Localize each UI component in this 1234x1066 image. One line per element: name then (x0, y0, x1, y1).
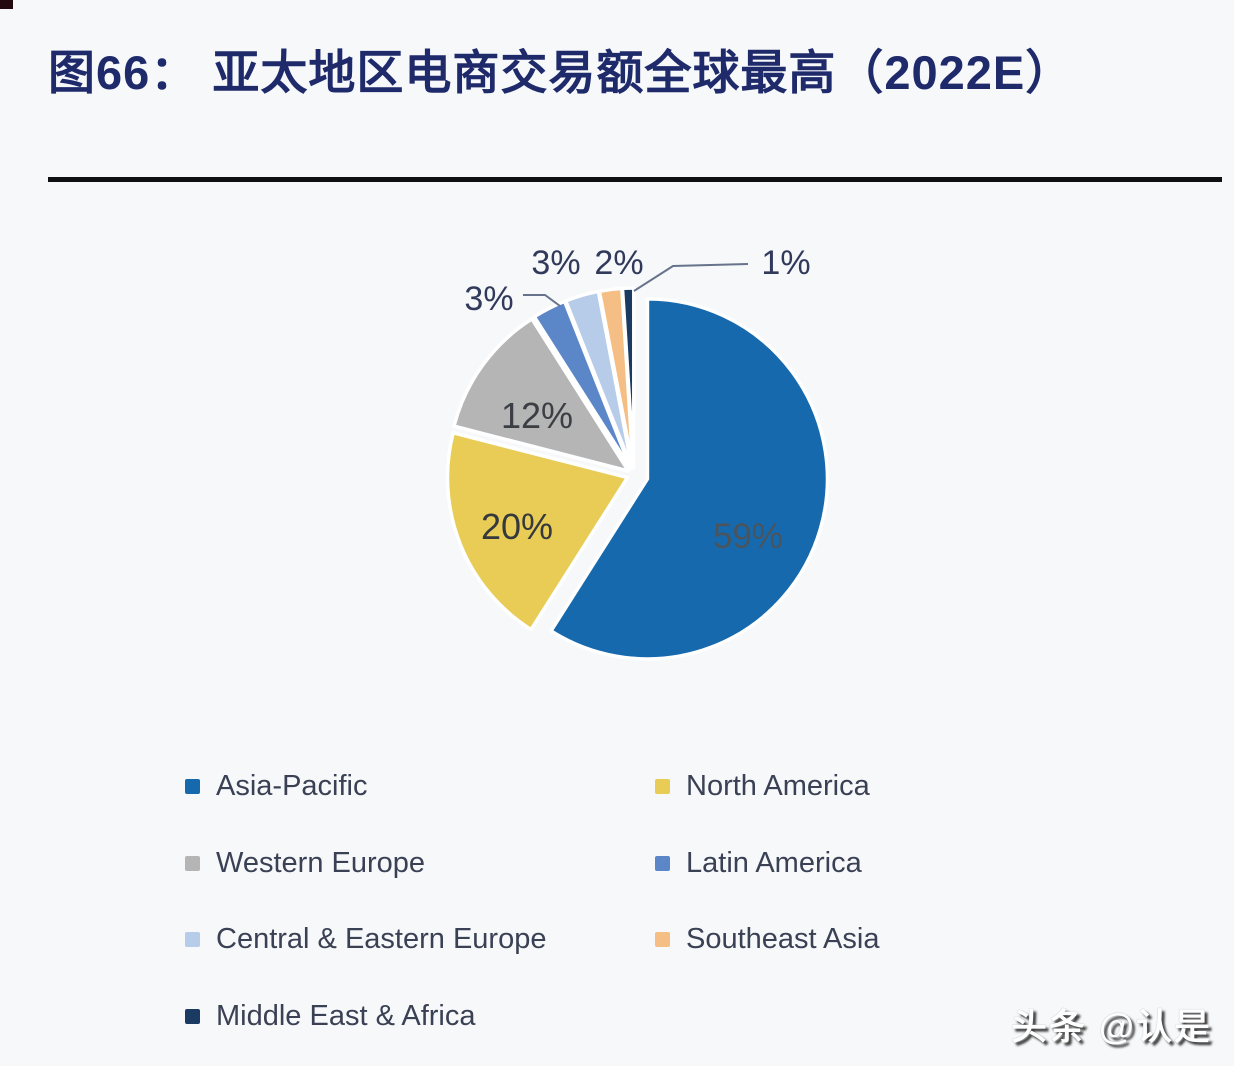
legend-item-middle-east-africa: Middle East & Africa (185, 1000, 476, 1032)
legend-label: Central & Eastern Europe (216, 923, 547, 955)
pie-slice-north-america (445, 431, 630, 632)
figure-title: 图66： 亚太地区电商交易额全球最高（2022E） (48, 46, 1074, 99)
legend-swatch-asia-pacific (185, 778, 200, 794)
legend-swatch-southeast-asia (655, 931, 670, 947)
legend-label: Asia-Pacific (216, 770, 368, 802)
legend-swatch-middle-east-africa (185, 1008, 200, 1024)
pie-label-asia-pacific: 59% (713, 517, 783, 556)
pie-leader-middle-east-africa (633, 263, 749, 292)
legend-label: Southeast Asia (686, 923, 880, 955)
title-divider (48, 177, 1222, 182)
pie-label-southeast-asia: 2% (594, 244, 643, 282)
legend-item-central-eastern-europe: Central & Eastern Europe (185, 923, 546, 955)
legend-swatch-latin-america (655, 855, 670, 871)
legend-swatch-central-eastern-europe (185, 931, 200, 947)
watermark: 头条 @认是 (1010, 1006, 1212, 1047)
legend-item-western-europe: Western Europe (185, 847, 425, 879)
legend-swatch-western-europe (185, 855, 200, 871)
pie-label-north-america: 20% (481, 506, 553, 547)
legend-label: Middle East & Africa (216, 1000, 476, 1032)
pie-label-central-eastern-europe: 3% (531, 244, 580, 282)
legend-item-north-america: North America (655, 770, 870, 802)
corner-artifact (0, 0, 13, 9)
legend-item-latin-america: Latin America (655, 847, 862, 879)
legend-swatch-north-america (655, 778, 670, 794)
legend-item-asia-pacific: Asia-Pacific (185, 770, 368, 802)
pie-label-middle-east-africa: 1% (761, 244, 810, 282)
legend-label: Latin America (686, 847, 862, 879)
pie-leader-latin-america (523, 294, 561, 307)
pie-slice-asia-pacific (549, 297, 830, 661)
pie-label-latin-america: 3% (464, 280, 513, 318)
legend-label: Western Europe (216, 847, 426, 879)
pie-slice-middle-east-africa (620, 286, 636, 470)
legend-item-southeast-asia: Southeast Asia (655, 923, 879, 955)
legend-label: North America (686, 770, 870, 802)
pie-slice-western-europe (452, 317, 631, 473)
pie-label-western-europe: 12% (501, 395, 573, 436)
